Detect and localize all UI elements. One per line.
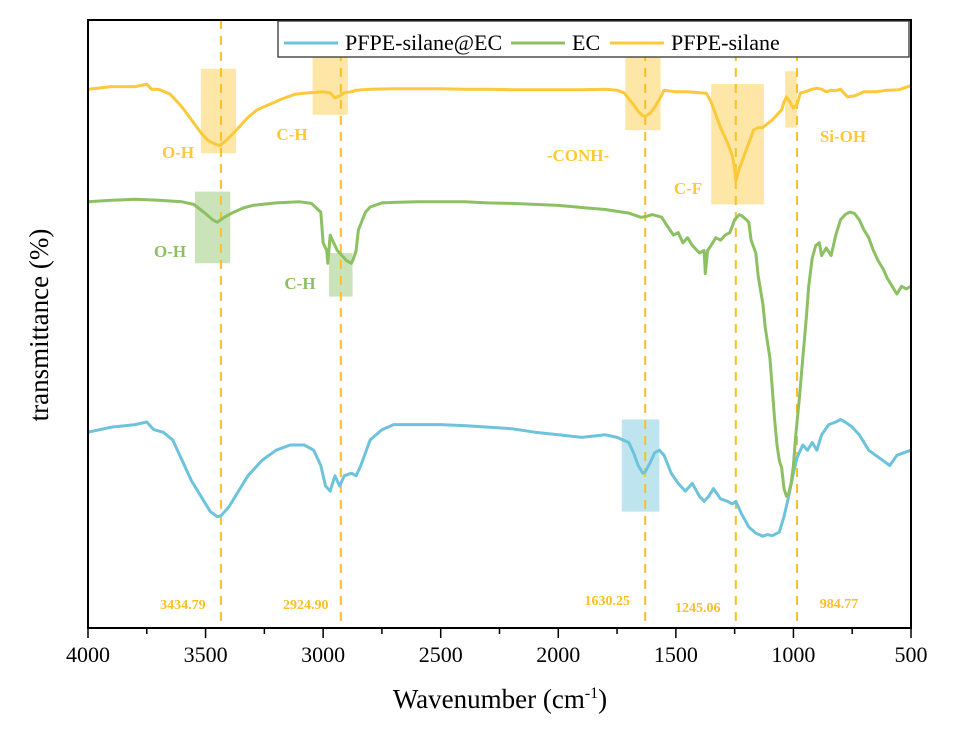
peak-label: 984.77 [820,597,859,612]
annotation-label: O-H [154,242,186,261]
x-tick-label: 1000 [771,642,815,667]
series-line-ec [87,197,912,498]
peak-label: 2924.90 [283,598,329,613]
legend-box [277,20,910,58]
annotation-label: -CONH- [547,146,610,165]
y-axis-title: transmittance (%) [24,229,54,422]
x-axis: 4000 3500 3000 2500 2000 1500 1000 500 [66,628,928,667]
series-line-pfpe-silane [87,82,912,183]
annotation-label: C-H [284,274,315,293]
x-tick-label: 500 [895,642,928,667]
annotation-label: C-H [276,125,307,144]
peak-labels: 3434.79 2924.90 1630.25 1245.06 984.77 [160,594,858,616]
annotation-box [329,253,353,297]
x-tick-label: 4000 [66,642,110,667]
peak-label: 1630.25 [584,594,630,609]
annotation-box [785,71,797,128]
legend-label: EC [572,30,600,55]
annotation-label: Si-OH [820,127,866,146]
x-axis-title: Wavenumber (cm-1) [393,684,607,714]
x-tick-label: 2500 [419,642,463,667]
annotation-labels: O-H C-H -CONH- C-F Si-OH O-H C-H [154,125,866,293]
legend: PFPE-silane@EC EC PFPE-silane [277,20,910,58]
series-line-pfpe-silane-ec [87,417,912,538]
annotation-box [194,191,231,264]
x-tick-label: 2000 [536,642,580,667]
legend-label: PFPE-silane [671,30,780,55]
x-tick-label: 3000 [301,642,345,667]
annotation-box [621,419,660,512]
annotation-label: C-F [674,179,702,198]
reference-lines [219,20,799,628]
x-tick-label: 3500 [184,642,228,667]
x-tick-label: 1500 [654,642,698,667]
peak-label: 1245.06 [675,601,721,616]
legend-label: PFPE-silane@EC [345,30,502,55]
series-group [87,82,912,538]
annotation-box [711,84,765,205]
annotation-label: O-H [162,143,194,162]
peak-label: 3434.79 [160,598,206,613]
